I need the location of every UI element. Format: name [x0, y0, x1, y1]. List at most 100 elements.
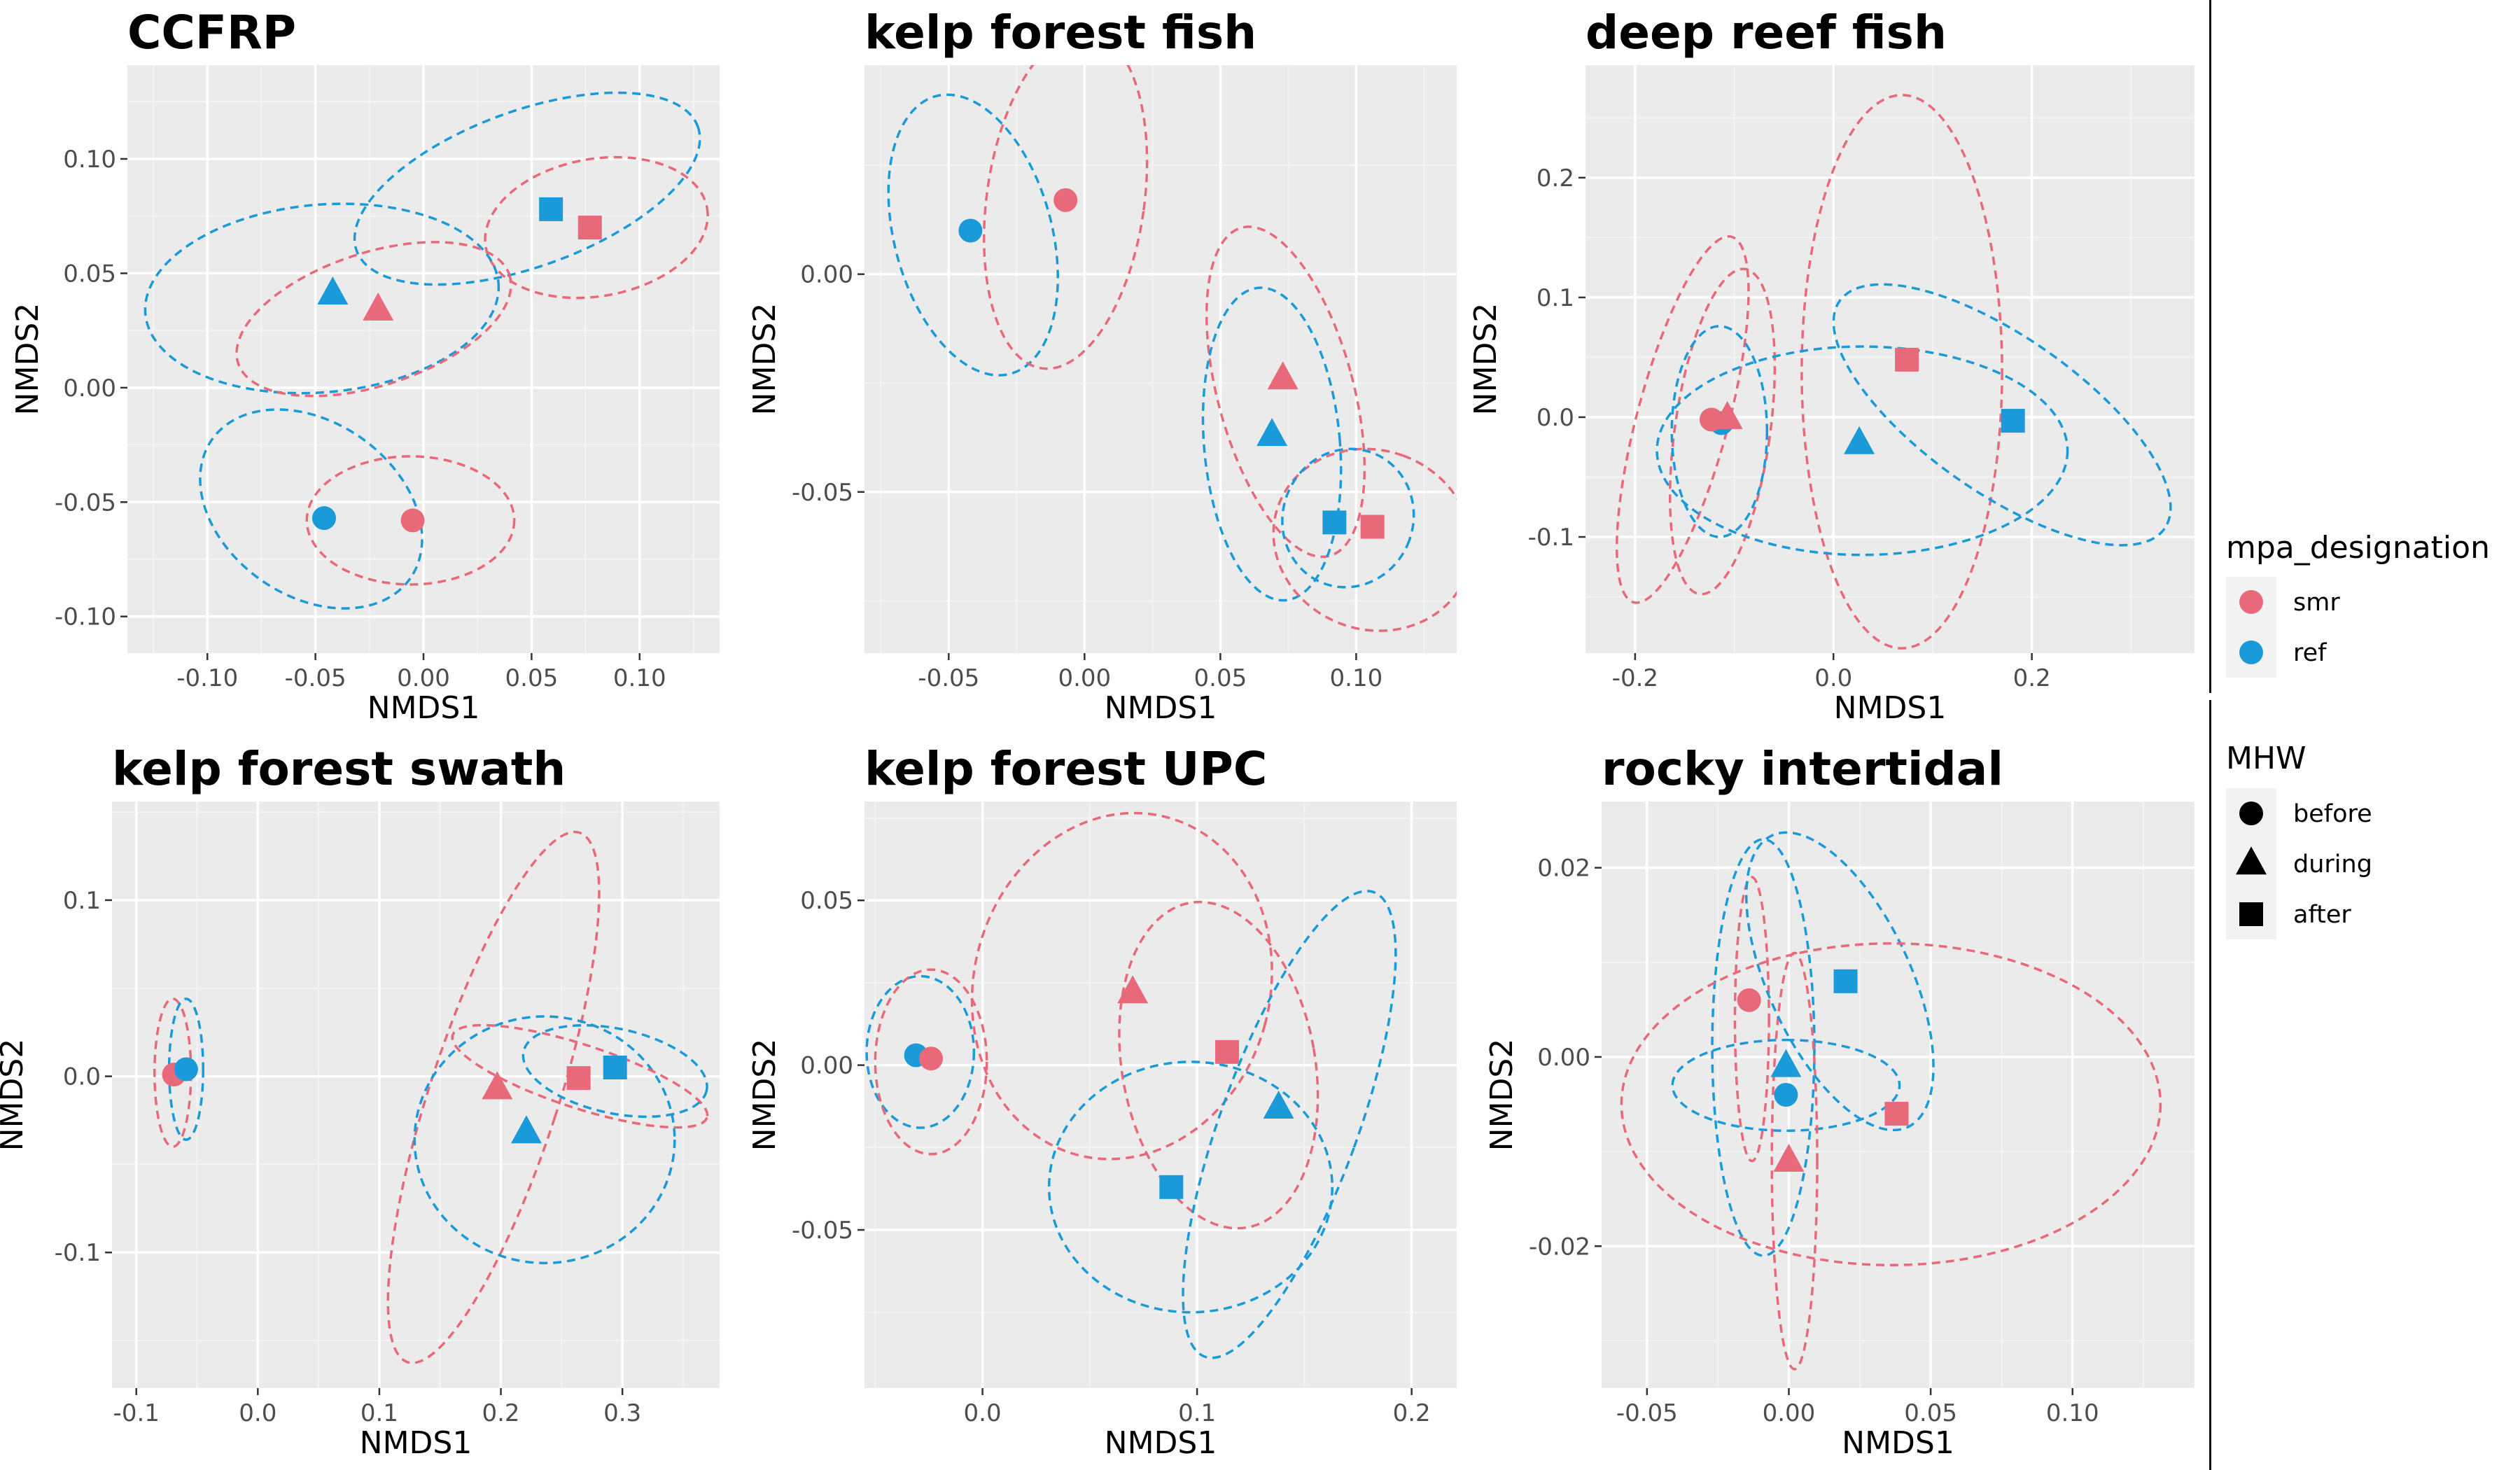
x-tick-label: 0.0	[239, 1399, 276, 1427]
panel-title: rocky intertidal	[1602, 742, 2003, 796]
y-axis-title: NMDS2	[1468, 303, 1504, 416]
y-axis-title: NMDS2	[0, 1039, 30, 1152]
y-tick-label: 0.10	[63, 146, 116, 174]
legend-label: before	[2293, 800, 2372, 828]
y-tick-label: 0.05	[63, 260, 116, 288]
y-tick-label: 0.0	[63, 1063, 101, 1091]
x-tick-label: -0.05	[285, 664, 346, 692]
point-smr-during	[1267, 361, 1298, 390]
ellipse-ref-during	[413, 1015, 676, 1265]
x-tick-label: 0.00	[397, 664, 450, 692]
point-ref-during	[1770, 1049, 1802, 1077]
ellipse-smr-after	[451, 1023, 709, 1129]
plot-area	[864, 65, 1457, 653]
ellipse-smr-before	[874, 968, 988, 1156]
panel-title: kelp forest swath	[112, 742, 566, 796]
plot-background	[864, 65, 1457, 653]
point-smr-before	[400, 508, 425, 533]
panel-title: deep reef fish	[1586, 6, 1947, 59]
point-ref-after	[2001, 409, 2025, 433]
ellipse-ref-during	[1656, 345, 2069, 556]
x-tick-label: 0.3	[603, 1399, 641, 1427]
point-smr-after	[1895, 347, 1919, 372]
ellipse-ref-before	[199, 408, 424, 610]
panel-deep-reef-fish: -0.2 0.0 0.2 -0.1 0.0 0.1 0.2 deep reef fish NMD…	[1468, 6, 2194, 726]
point-ref-before	[1774, 1083, 1798, 1107]
point-ref-after	[1322, 510, 1347, 535]
x-axis-title: NMDS1	[360, 1425, 472, 1461]
legend-title: mpa_designation	[2226, 530, 2490, 566]
x-tick-label: 0.0	[964, 1399, 1002, 1427]
x-tick-label: 0.05	[1194, 664, 1247, 692]
ellipse-smr-after	[484, 155, 709, 300]
x-tick-label: 0.2	[1393, 1399, 1431, 1427]
ellipse-smr-after	[1620, 941, 2162, 1267]
x-tick-label: 0.10	[1330, 664, 1383, 692]
point-smr-during	[1117, 975, 1149, 1004]
y-tick-label: 0.1	[63, 887, 101, 915]
y-tick-label: 0.05	[800, 887, 853, 915]
legend-label: ref	[2293, 639, 2327, 667]
point-ref-after	[1833, 969, 1858, 993]
point-smr-after	[1360, 514, 1385, 539]
ellipse-ref-before	[1670, 325, 1769, 538]
point-ref-during	[1263, 1091, 1294, 1119]
panel-kelp-forest-fish: -0.05 0.00 0.05 0.10 -0.05 0.00 kelp forest fi…	[747, 6, 1457, 726]
panel-ccfrp: -0.10 -0.05 0.00 0.05 0.10 -0.10 -0.05 0.00 0.05…	[10, 6, 720, 726]
ellipse-smr-after	[1272, 447, 1457, 632]
y-tick-label: 0.00	[800, 1052, 853, 1080]
point-ref-after	[539, 197, 564, 221]
ellipse-ref-during	[1671, 1038, 1901, 1133]
ellipse-ref-after	[1047, 1060, 1334, 1314]
point-ref-after	[603, 1055, 627, 1079]
y-tick-label: -0.02	[1529, 1233, 1590, 1261]
ellipse-smr-during	[1668, 267, 1777, 596]
point-ref-before	[958, 218, 983, 243]
y-axis-title: NMDS2	[10, 303, 46, 416]
plot-background	[864, 802, 1457, 1388]
y-tick-label: -0.1	[55, 1239, 101, 1267]
plot-area	[127, 65, 720, 653]
ellipse-ref-after	[1281, 447, 1415, 589]
x-tick-label: 0.05	[505, 664, 559, 692]
x-tick-label: -0.05	[918, 664, 979, 692]
x-axis-title: NMDS1	[1105, 690, 1217, 726]
legend-key-ref	[2239, 640, 2263, 664]
x-tick-label: 0.0	[1814, 664, 1852, 692]
ellipse-smr-before	[1733, 876, 1770, 1163]
panel-rocky-intertidal: -0.05 0.00 0.05 0.10 -0.02 0.00 0.02 rocky inte…	[1484, 742, 2194, 1461]
ellipse-ref-before	[167, 997, 204, 1141]
ellipse-ref-during	[1182, 890, 1397, 1359]
x-tick-label: 0.10	[613, 664, 666, 692]
point-ref-before	[312, 506, 336, 531]
panel-title: kelp forest fish	[864, 6, 1256, 59]
x-tick-label: 0.1	[1178, 1399, 1216, 1427]
point-smr-after	[578, 216, 602, 240]
y-tick-label: 0.1	[1536, 284, 1574, 312]
x-tick-label: 0.00	[1058, 664, 1111, 692]
panel-title: CCFRP	[127, 6, 296, 59]
panel-title: kelp forest UPC	[864, 742, 1267, 796]
x-tick-label: 0.2	[482, 1399, 519, 1427]
point-smr-during	[1773, 1143, 1805, 1172]
y-tick-label: -0.10	[55, 603, 116, 631]
point-ref-before	[174, 1057, 198, 1082]
point-ref-after	[1159, 1175, 1184, 1199]
legend-label: after	[2293, 901, 2351, 929]
legend-key-before	[2239, 802, 2263, 825]
ellipse-ref-after	[353, 91, 701, 286]
ellipse-ref-before	[865, 974, 976, 1129]
ellipse-ref-during	[144, 202, 500, 395]
point-ref-during	[510, 1115, 542, 1144]
x-axis-title: NMDS1	[1834, 690, 1947, 726]
plot-area	[864, 802, 1457, 1388]
point-ref-during	[1256, 418, 1288, 447]
x-tick-label: -0.1	[113, 1399, 160, 1427]
x-tick-label: 0.1	[360, 1399, 398, 1427]
point-smr-during	[1712, 400, 1743, 429]
panel-kelp-forest-upc: 0.0 0.1 0.2 -0.05 0.00 0.05 kelp forest UPC NMD…	[747, 742, 1457, 1461]
y-tick-label: 0.00	[63, 374, 116, 402]
x-axis-title: NMDS1	[368, 690, 480, 726]
legend-key-during	[2236, 846, 2267, 875]
